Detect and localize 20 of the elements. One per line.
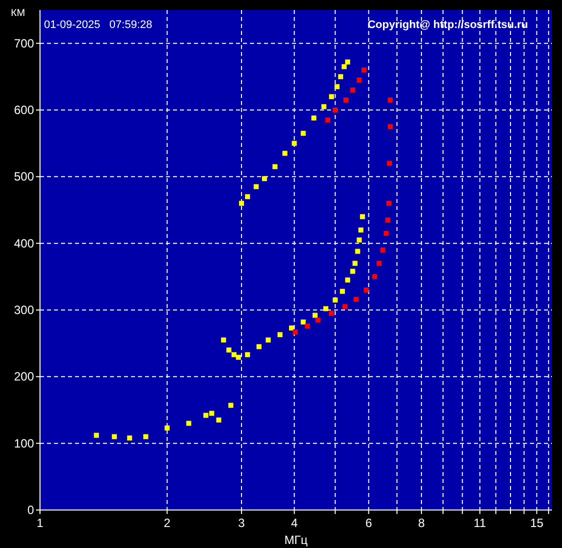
y-tick-label: 200 (14, 370, 34, 384)
text: 01-09-2025 07:59:28 (44, 19, 152, 31)
x-tick-label: 2 (164, 516, 171, 530)
x-tick-label: 4 (290, 516, 298, 530)
y-tick-label: 400 (14, 236, 34, 250)
y-tick-label: 0 (27, 503, 34, 517)
y-tick-label: 300 (14, 303, 34, 317)
y-tick-label: 600 (14, 103, 34, 117)
x-axis-title: МГц (284, 533, 308, 547)
x-tick-label: 3 (238, 516, 246, 530)
annotation: Copyright@ http://sosrff.tsu.ru (368, 19, 528, 31)
y-tick-label: 500 (14, 170, 34, 184)
y-axis-title: КМ (10, 8, 26, 19)
y-tick-label: 100 (14, 436, 34, 450)
y-tick-label: 700 (14, 36, 34, 50)
x-tick-label: 11 (474, 516, 486, 530)
x-tick-label: 1 (36, 516, 44, 530)
x-tick-label: 8 (418, 516, 426, 530)
x-tick-label: 15 (530, 516, 544, 530)
x-tick-label: 6 (365, 516, 372, 530)
